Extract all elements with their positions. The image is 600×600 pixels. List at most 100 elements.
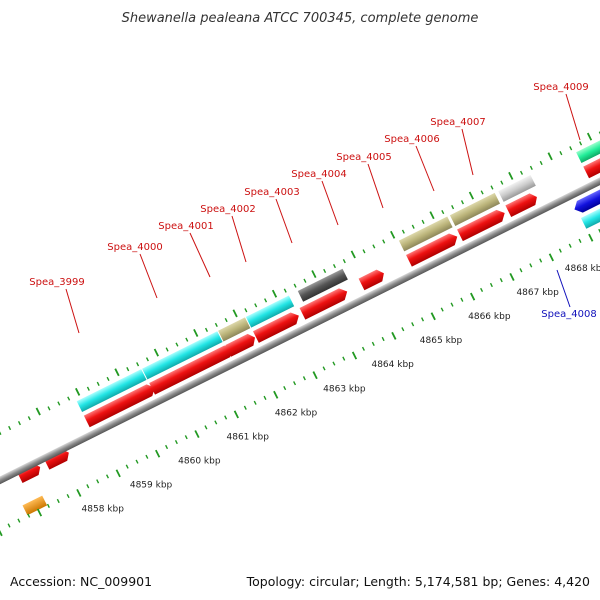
kbp-tick-label: 4866 kbp [468, 312, 511, 322]
tick-mark [36, 508, 43, 517]
tick-mark [460, 200, 464, 205]
gene-label-spea_4005[interactable]: Spea_4005 [336, 152, 391, 163]
tick-mark [480, 190, 484, 195]
tick-mark [153, 348, 159, 357]
cds-arrow-4009[interactable] [583, 137, 600, 179]
gene-label-spea_4008[interactable]: Spea_4008 [541, 309, 596, 320]
gene-label-spea_4001[interactable]: Spea_4001 [158, 221, 213, 232]
gene-leader-line [139, 253, 158, 299]
tick-mark [243, 405, 247, 410]
feature-orange[interactable] [22, 495, 48, 516]
tick-mark [411, 322, 415, 327]
feature-khaki-4001[interactable] [218, 317, 251, 342]
tick-mark [273, 390, 279, 399]
tick-mark [450, 302, 454, 307]
cds-arrow-4003[interactable] [299, 286, 351, 320]
gene-label-spea_4009[interactable]: Spea_4009 [533, 82, 588, 93]
tick-mark [332, 361, 336, 366]
tick-mark [390, 230, 396, 239]
tick-mark [194, 430, 200, 439]
feature-dark-4003[interactable] [297, 268, 348, 302]
feature-track-group: 4858 kbp 4859 kbp 4860 kbp 4861 kbp 4862 kbp… [0, 98, 600, 551]
tick-mark [500, 180, 504, 185]
tick-mark [75, 387, 81, 396]
gene-leader-line [415, 145, 435, 192]
kbp-tick-label: 4862 kbp [275, 408, 318, 418]
tick-mark [293, 381, 297, 386]
tick-mark [362, 249, 366, 254]
tick-mark [7, 523, 11, 528]
tick-mark [254, 303, 258, 308]
tick-mark [470, 292, 476, 301]
tick-mark [135, 459, 139, 464]
feature-khaki-4005[interactable] [398, 216, 453, 252]
cds-arrow-4006[interactable] [457, 207, 508, 242]
feature-green-4009[interactable] [576, 125, 600, 164]
gene-leader-line [189, 232, 211, 278]
tick-mark [204, 327, 209, 332]
cds-arrow[interactable] [43, 447, 72, 470]
cds-arrow-4001[interactable] [225, 332, 258, 357]
gene-label-spea_4004[interactable]: Spea_4004 [291, 169, 346, 180]
tick-mark [27, 513, 31, 518]
feature-cyan-4002[interactable] [245, 295, 295, 328]
inner-tick-row [0, 228, 600, 537]
tick-mark [451, 205, 455, 210]
cds-arrow-4008-reverse[interactable] [572, 177, 600, 216]
feature-cyan-4000[interactable] [142, 331, 223, 380]
tick-mark [411, 224, 415, 229]
cds-arrow-3999[interactable] [83, 382, 158, 428]
gene-labels: Spea_3999 Spea_4000 Spea_4001 Spea_4002 Spea… [29, 82, 597, 334]
tick-mark [57, 401, 61, 406]
tick-mark [372, 244, 376, 249]
tick-mark [322, 366, 326, 371]
tick-mark [361, 346, 365, 351]
tick-mark [145, 357, 149, 362]
tick-mark [293, 283, 297, 288]
kbp-tick-label: 4865 kbp [420, 336, 463, 346]
tick-mark [126, 367, 130, 372]
kbp-tick-label: 4861 kbp [226, 432, 269, 442]
tick-mark [96, 381, 100, 386]
cds-arrow-4007[interactable] [505, 191, 539, 218]
tick-mark [401, 327, 405, 332]
tick-mark [480, 287, 484, 293]
gene-label-spea_4006[interactable]: Spea_4006 [384, 134, 439, 145]
tick-mark [509, 273, 515, 281]
tick-mark [371, 341, 375, 347]
cds-arrow-4005[interactable] [406, 231, 460, 267]
tick-mark [382, 239, 386, 244]
tick-mark [224, 415, 228, 420]
tick-mark [66, 493, 70, 499]
tick-mark [96, 479, 100, 484]
cds-arrow-4002[interactable] [253, 310, 302, 343]
gene-label-spea_3999[interactable]: Spea_3999 [29, 277, 84, 288]
feature-cyan-4008[interactable] [580, 193, 600, 229]
tick-mark [165, 444, 169, 450]
gene-label-spea_4007[interactable]: Spea_4007 [430, 117, 485, 128]
tick-mark [233, 410, 239, 419]
tick-mark [311, 270, 317, 279]
cds-arrow[interactable] [16, 461, 43, 484]
kbp-tick-label: 4868 kbp [565, 264, 600, 274]
tick-mark [76, 488, 82, 497]
kbp-tick-label: 4863 kbp [323, 384, 366, 394]
gene-label-spea_4000[interactable]: Spea_4000 [107, 242, 162, 253]
tick-mark [184, 435, 188, 440]
feature-khaki-4006[interactable] [449, 192, 501, 226]
gene-label-spea_4003[interactable]: Spea_4003 [244, 187, 299, 198]
tick-mark [46, 503, 50, 508]
tick-mark [8, 425, 12, 431]
cds-arrow-4004[interactable] [358, 267, 387, 291]
gene-leader-line [321, 180, 339, 226]
cds-arrow-4000[interactable] [149, 343, 235, 395]
tick-mark [529, 263, 533, 268]
gene-leader-line [565, 93, 581, 141]
feature-light-4007[interactable] [498, 175, 536, 202]
tick-mark [214, 420, 218, 425]
tick-mark [548, 253, 554, 262]
gene-label-spea_4002[interactable]: Spea_4002 [200, 204, 255, 215]
tick-mark [401, 229, 405, 234]
feature-cyan-3999[interactable] [76, 369, 147, 413]
